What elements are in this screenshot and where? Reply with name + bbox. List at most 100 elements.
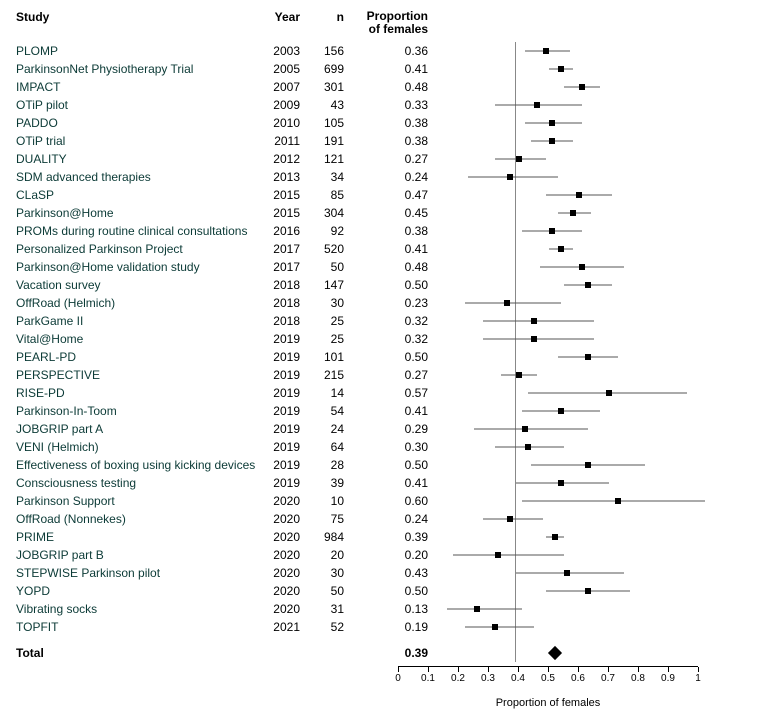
study-year: 2018 [256, 278, 300, 292]
point-estimate [564, 570, 570, 576]
study-n: 54 [300, 404, 344, 418]
study-name: TOPFIT [16, 620, 256, 634]
study-prop: 0.50 [344, 278, 428, 292]
study-n: 92 [300, 224, 344, 238]
axis-tick-label: 0.5 [541, 673, 555, 684]
study-year: 2007 [256, 80, 300, 94]
study-plot [438, 618, 738, 636]
study-year: 2019 [256, 476, 300, 490]
study-year: 2011 [256, 134, 300, 148]
axis-tick [608, 667, 609, 672]
point-estimate [585, 354, 591, 360]
study-prop: 0.29 [344, 422, 428, 436]
study-prop: 0.50 [344, 458, 428, 472]
point-estimate [558, 480, 564, 486]
study-plot [438, 366, 738, 384]
study-plot [438, 474, 738, 492]
study-plot [438, 168, 738, 186]
study-year: 2019 [256, 440, 300, 454]
study-plot [438, 438, 738, 456]
point-estimate [585, 588, 591, 594]
study-n: 699 [300, 62, 344, 76]
study-year: 2020 [256, 548, 300, 562]
total-row: Total0.39 [16, 644, 753, 662]
study-n: 31 [300, 602, 344, 616]
study-name: Consciousness testing [16, 476, 256, 490]
study-n: 30 [300, 566, 344, 580]
point-estimate [474, 606, 480, 612]
axis-tick-label: 0.7 [601, 673, 615, 684]
study-row: PERSPECTIVE20192150.27 [16, 366, 753, 384]
study-n: 64 [300, 440, 344, 454]
study-name: SDM advanced therapies [16, 170, 256, 184]
point-estimate [504, 300, 510, 306]
study-name: Vital@Home [16, 332, 256, 346]
study-n: 121 [300, 152, 344, 166]
study-row: OffRoad (Helmich)2018300.23 [16, 294, 753, 312]
study-plot [438, 402, 738, 420]
axis-tick-label: 0 [395, 673, 401, 684]
study-plot [438, 276, 738, 294]
study-prop: 0.33 [344, 98, 428, 112]
study-year: 2019 [256, 332, 300, 346]
point-estimate [576, 192, 582, 198]
study-plot [438, 204, 738, 222]
study-row: PRIME20209840.39 [16, 528, 753, 546]
study-name: PADDO [16, 116, 256, 130]
point-estimate [516, 372, 522, 378]
study-prop: 0.47 [344, 188, 428, 202]
study-row: DUALITY20121210.27 [16, 150, 753, 168]
point-estimate [558, 408, 564, 414]
study-n: 984 [300, 530, 344, 544]
study-year: 2019 [256, 404, 300, 418]
header-year: Year [256, 10, 300, 24]
point-estimate [585, 462, 591, 468]
study-plot [438, 42, 738, 60]
study-year: 2020 [256, 530, 300, 544]
study-n: 14 [300, 386, 344, 400]
study-year: 2017 [256, 242, 300, 256]
point-estimate [531, 336, 537, 342]
study-plot [438, 456, 738, 474]
study-name: PROMs during routine clinical consultati… [16, 224, 256, 238]
study-prop: 0.27 [344, 368, 428, 382]
study-row: Parkinson@Home validation study2017500.4… [16, 258, 753, 276]
study-plot [438, 60, 738, 78]
x-axis: 00.10.20.30.40.50.60.70.80.91 [398, 666, 698, 697]
study-name: PERSPECTIVE [16, 368, 256, 382]
study-prop: 0.41 [344, 404, 428, 418]
study-year: 2005 [256, 62, 300, 76]
study-year: 2019 [256, 422, 300, 436]
study-prop: 0.32 [344, 332, 428, 346]
study-n: 304 [300, 206, 344, 220]
axis-tick [578, 667, 579, 672]
study-plot [438, 330, 738, 348]
study-row: OffRoad (Nonnekes)2020750.24 [16, 510, 753, 528]
axis-tick-label: 0.2 [451, 673, 465, 684]
study-n: 50 [300, 584, 344, 598]
study-prop: 0.24 [344, 512, 428, 526]
study-n: 43 [300, 98, 344, 112]
axis-tick-label: 0.6 [571, 673, 585, 684]
total-plot [438, 644, 738, 662]
study-row: PADDO20101050.38 [16, 114, 753, 132]
study-row: SDM advanced therapies2013340.24 [16, 168, 753, 186]
axis-tick-label: 1 [695, 673, 701, 684]
ci-line [453, 555, 564, 556]
header-study: Study [16, 10, 256, 24]
study-name: JOBGRIP part B [16, 548, 256, 562]
study-n: 28 [300, 458, 344, 472]
study-prop: 0.43 [344, 566, 428, 580]
study-name: Effectiveness of boxing using kicking de… [16, 458, 256, 472]
point-estimate [570, 210, 576, 216]
study-row: Parkinson-In-Toom2019540.41 [16, 402, 753, 420]
ci-line [483, 519, 543, 520]
study-row: YOPD2020500.50 [16, 582, 753, 600]
study-prop: 0.41 [344, 62, 428, 76]
study-name: Parkinson@Home validation study [16, 260, 256, 274]
study-n: 85 [300, 188, 344, 202]
study-year: 2013 [256, 170, 300, 184]
point-estimate [549, 120, 555, 126]
study-prop: 0.27 [344, 152, 428, 166]
point-estimate [615, 498, 621, 504]
